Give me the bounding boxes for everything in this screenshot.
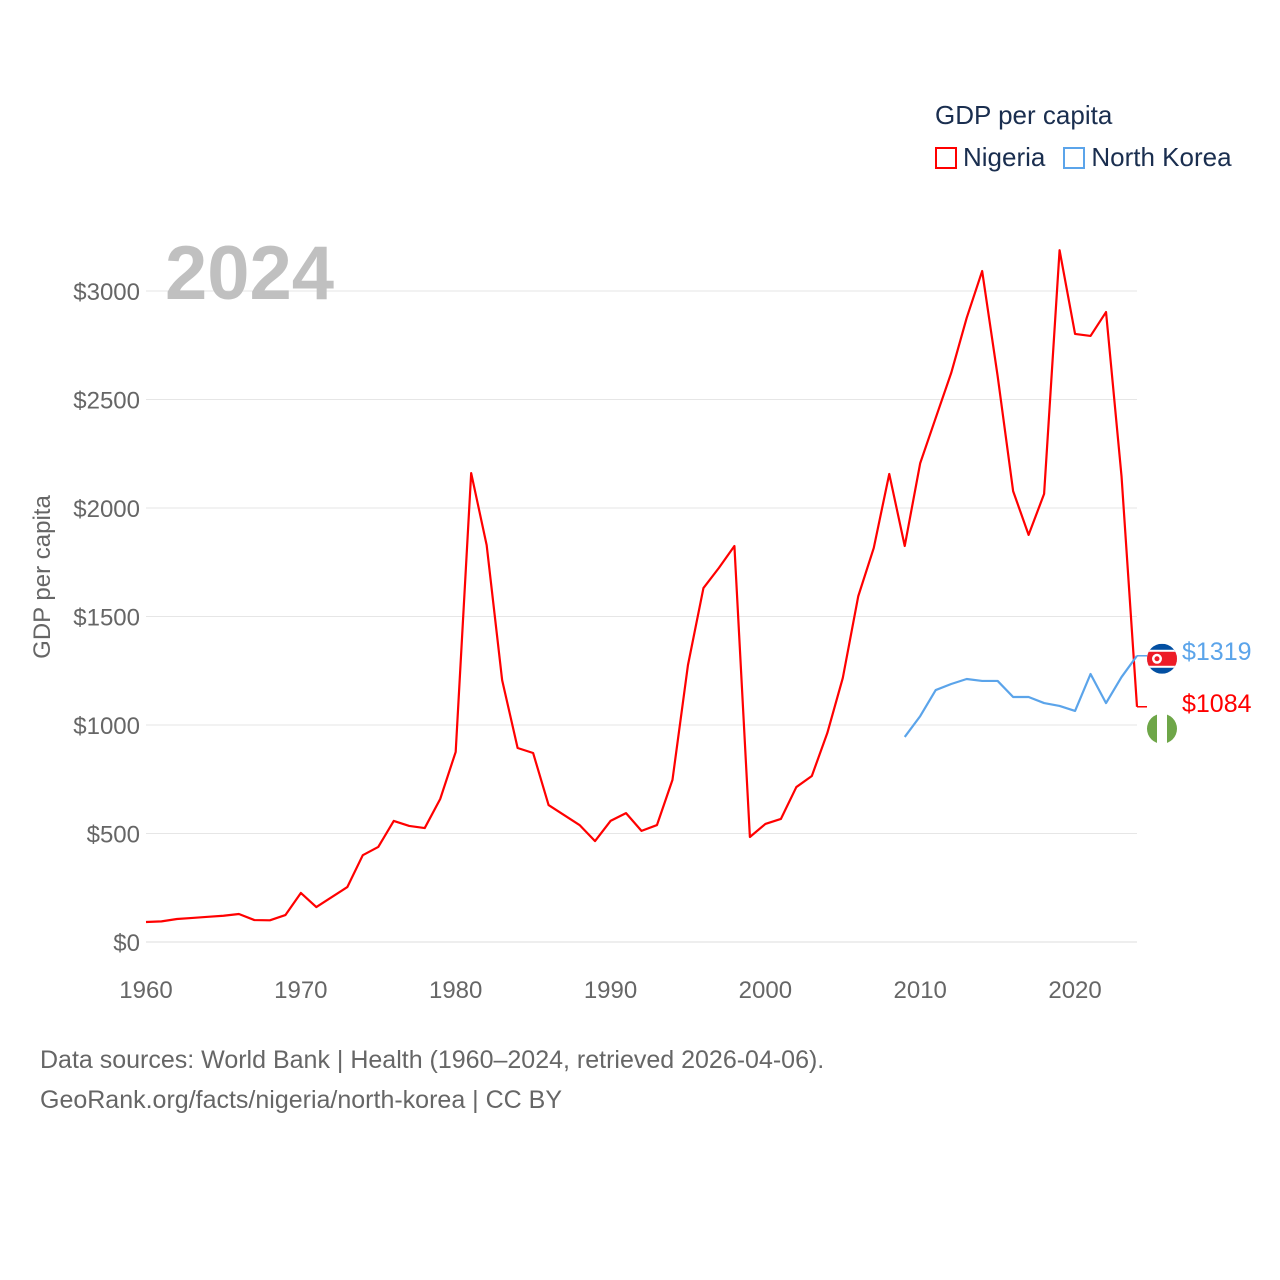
url-line: GeoRank.org/facts/nigeria/north-korea | … [40, 1086, 563, 1114]
flag-stripe [1167, 713, 1177, 744]
x-tick-label: 1960 [119, 977, 172, 1004]
source-line: Data sources: World Bank | Health (1960–… [40, 1046, 825, 1074]
legend-title: GDP per capita [935, 100, 1113, 130]
north-korea-end-label: $1319 [1182, 638, 1252, 666]
north-korea-flag-icon [1147, 643, 1177, 674]
legend-item-nigeria[interactable]: Nigeria [935, 142, 1045, 173]
nigeria-flag-icon [1147, 713, 1177, 744]
legend-swatch [935, 146, 957, 169]
y-axis-label: GDP per capita [29, 495, 56, 659]
year-overlay: 2024 [165, 231, 335, 316]
legend-swatch [1063, 146, 1086, 169]
x-tick-label: 1970 [274, 977, 327, 1004]
x-tick-label: 2000 [739, 977, 792, 1004]
legend-label: North Korea [1091, 142, 1232, 172]
y-tick-label: $1000 [73, 713, 140, 740]
legend-item-north-korea[interactable]: North Korea [1063, 142, 1232, 173]
legend-label: Nigeria [963, 142, 1046, 172]
series-line-north-korea [903, 655, 1138, 738]
x-tick-label: 1990 [584, 977, 637, 1004]
y-tick-label: $3000 [73, 279, 140, 306]
x-tick-label: 2020 [1048, 977, 1101, 1004]
flag-star [1154, 656, 1160, 662]
x-tick-label: 2010 [894, 977, 947, 1004]
flag-stripe [1147, 713, 1157, 744]
y-tick-label: $2500 [73, 388, 140, 415]
nigeria-end-label: $1084 [1182, 690, 1252, 718]
flag-stripe [1157, 713, 1167, 744]
y-tick-label: $2000 [73, 496, 140, 523]
legend: Nigeria North Korea [935, 142, 1232, 173]
y-tick-label: $500 [87, 822, 140, 849]
y-tick-label: $0 [113, 930, 140, 957]
x-tick-label: 1980 [429, 977, 482, 1004]
y-tick-label: $1500 [73, 605, 140, 632]
series-line-nigeria [145, 249, 1139, 924]
